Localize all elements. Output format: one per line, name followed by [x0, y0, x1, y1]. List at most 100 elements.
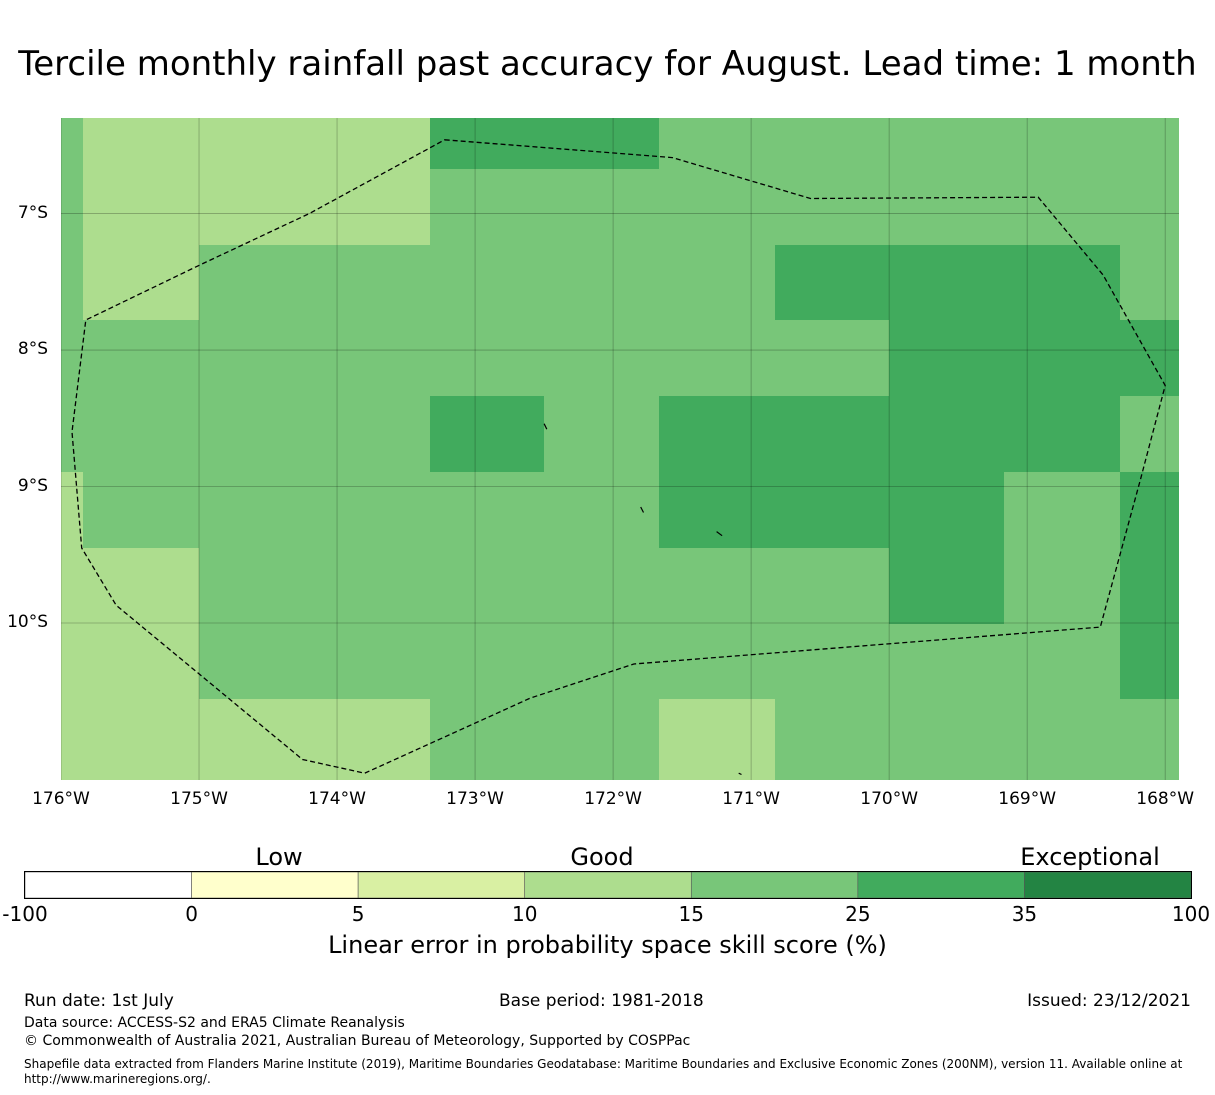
colorbar-tick-label: 5 [351, 902, 365, 926]
island-outline [543, 423, 548, 430]
grid-cell [889, 624, 1004, 699]
grid-cell [1004, 472, 1120, 548]
grid-cell [544, 548, 659, 624]
grid-cell [314, 320, 430, 396]
colorbar-tick-label: 15 [678, 902, 704, 926]
grid-cell [544, 245, 659, 320]
colorbar-segment [191, 871, 359, 899]
grid-cell [199, 320, 314, 396]
grid-cell [199, 396, 314, 472]
grid-cell [1120, 624, 1179, 699]
grid-cell [659, 396, 775, 472]
grid-cell [314, 169, 430, 245]
grid-cell [544, 699, 659, 780]
grid-cell [1004, 699, 1120, 780]
colorbar-tick-label: 25 [845, 902, 871, 926]
shapefile-credit-line-2: http://www.marineregions.org/. [24, 1072, 211, 1086]
latitude-label: 9°S [17, 475, 48, 496]
colorbar-segment [24, 871, 192, 899]
island-outline [716, 531, 723, 537]
colorbar-frame [24, 871, 1192, 899]
colorbar-tick-label: 10 [511, 902, 538, 926]
longitude-label: 168°W [1136, 789, 1195, 809]
grid-cell [61, 118, 83, 169]
grid-cell [889, 548, 1004, 624]
grid-cell [889, 169, 1004, 245]
colorbar-category-low: Low [255, 843, 303, 871]
grid-cell [889, 118, 1004, 169]
island-outline [738, 772, 742, 776]
grid-cell [1004, 118, 1120, 169]
copyright: © Commonwealth of Australia 2021, Austra… [24, 1033, 691, 1049]
grid-cell [61, 699, 83, 780]
grid-cell [430, 548, 544, 624]
grid-cell [775, 624, 889, 699]
longitude-label: 170°W [860, 789, 919, 809]
latitude-label: 8°S [17, 339, 48, 360]
skill-score-map [61, 118, 1179, 780]
grid-cells [61, 118, 1179, 780]
grid-cell [1120, 396, 1179, 472]
grid-cell [889, 699, 1004, 780]
grid-cell [775, 245, 889, 320]
grid-cell [314, 396, 430, 472]
grid-cell [1004, 320, 1120, 396]
grid-cell [1120, 169, 1179, 245]
grid-cell [83, 396, 199, 472]
colorbar-segment [1024, 871, 1192, 899]
grid-cell [314, 118, 430, 169]
grid-cell [430, 245, 544, 320]
grid-cell [1120, 548, 1179, 624]
grid-cell [659, 245, 775, 320]
grid-cell [61, 624, 83, 699]
grid-cell [83, 699, 199, 780]
grid-cell [430, 472, 544, 548]
grid-cell [314, 548, 430, 624]
grid-cell [1004, 624, 1120, 699]
grid-cell [430, 396, 544, 472]
colorbar-tick-label: 0 [185, 902, 198, 926]
grid-cell [83, 169, 199, 245]
latitude-label: 7°S [17, 202, 48, 223]
grid-cell [544, 169, 659, 245]
grid-cell [83, 548, 199, 624]
colorbar-segment [524, 871, 692, 899]
data-source: Data source: ACCESS-S2 and ERA5 Climate … [24, 1015, 405, 1031]
grid-cell [83, 118, 199, 169]
grid-cell [659, 169, 775, 245]
grid-cell [889, 320, 1004, 396]
grid-cell [775, 548, 889, 624]
shapefile-credit-line-1: Shapefile data extracted from Flanders M… [24, 1057, 1183, 1071]
grid-cell [775, 396, 889, 472]
grid-cell [61, 245, 83, 320]
grid-cell [430, 169, 544, 245]
grid-cell [199, 624, 314, 699]
grid-cell [314, 624, 430, 699]
latitude-label: 10°S [7, 612, 48, 633]
grid-cell [83, 320, 199, 396]
longitude-label: 171°W [722, 789, 780, 809]
grid-cell [659, 320, 775, 396]
longitude-label: 175°W [170, 789, 228, 809]
grid-cell [544, 624, 659, 699]
grid-cell [775, 699, 889, 780]
colorbar-category-exceptional: Exceptional [1020, 843, 1160, 871]
grid-cell [775, 118, 889, 169]
island-outline [640, 506, 645, 513]
colorbar-category-good: Good [570, 843, 634, 871]
grid-cell [659, 472, 775, 548]
grid-cell [199, 245, 314, 320]
grid-cell [544, 118, 659, 169]
colorbar-segment [857, 871, 1025, 899]
grid-cell [1120, 118, 1179, 169]
grid-cell [199, 118, 314, 169]
longitude-label: 169°W [998, 789, 1057, 809]
grid-cell [83, 624, 199, 699]
grid-cell [1120, 699, 1179, 780]
grid-cell [61, 169, 83, 245]
grid-cell [430, 699, 544, 780]
grid-cell [314, 699, 430, 780]
grid-cell [199, 548, 314, 624]
grid-cell [544, 320, 659, 396]
grid-cell [314, 472, 430, 548]
